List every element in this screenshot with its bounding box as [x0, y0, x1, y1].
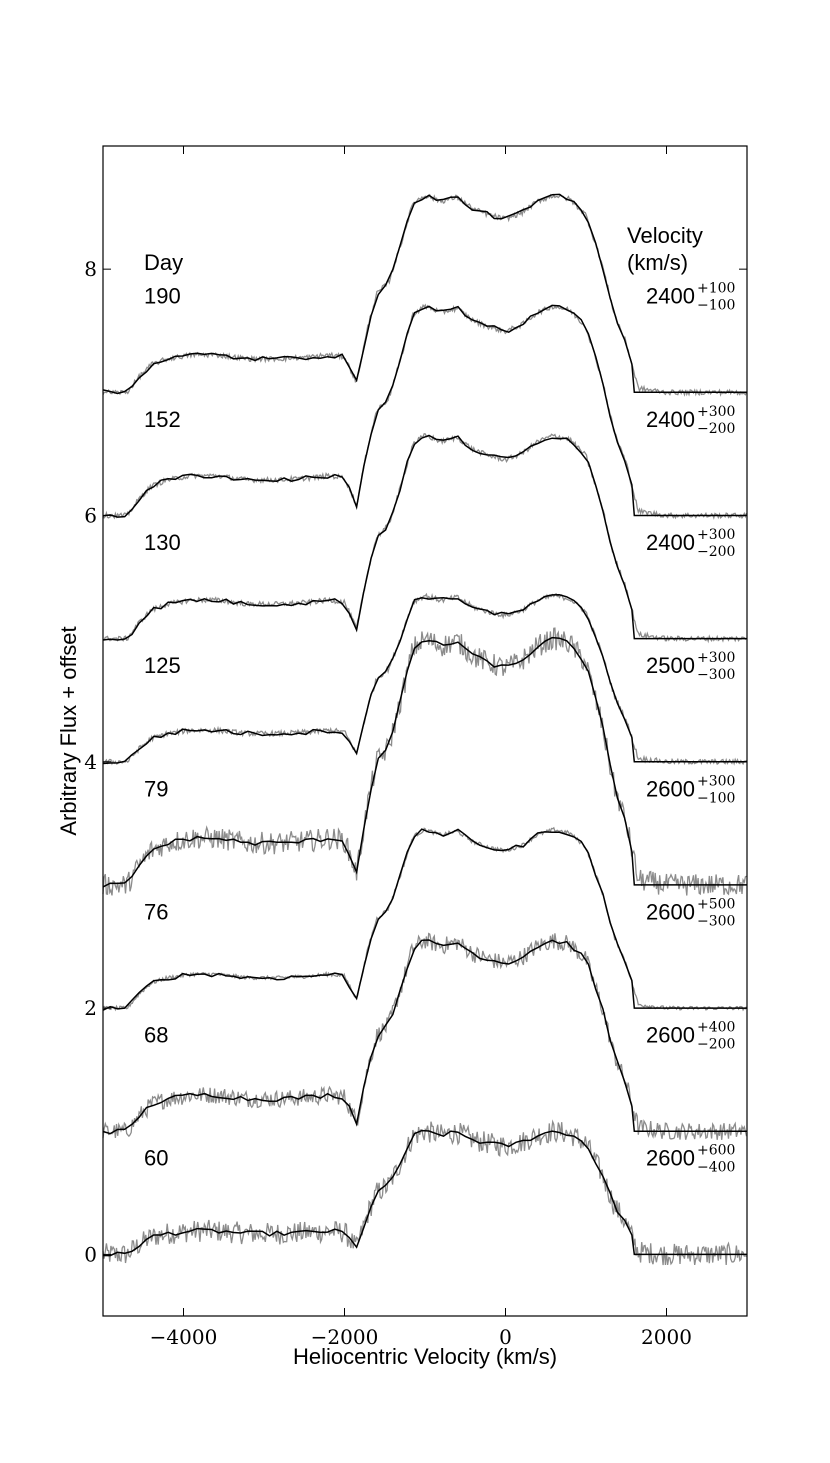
y-axis-title: Arbitrary Flux + offset — [56, 626, 81, 835]
observed-spectrum-day-152 — [102, 303, 748, 520]
velocity-err-up-day-130: +300 — [697, 527, 735, 543]
velocity-err-down-day-152: −200 — [697, 421, 735, 437]
series-day-76 — [102, 826, 748, 1012]
observed-spectrum-day-125 — [102, 592, 747, 766]
day-header: Day — [144, 250, 183, 275]
velocity-err-down-day-79: −100 — [697, 790, 735, 806]
model-spectrum-day-76 — [102, 828, 747, 1011]
observed-spectrum-day-130 — [102, 432, 747, 644]
velocity-label-day-152: 2400 — [646, 407, 695, 432]
day-label-60: 60 — [144, 1146, 168, 1171]
velocity-label-day-60: 2600 — [646, 1146, 695, 1171]
model-spectrum-day-130 — [102, 434, 747, 641]
velocity-err-up-day-190: +100 — [697, 281, 735, 297]
observed-spectrum-day-60 — [102, 1119, 747, 1266]
x-tick-label: 0 — [499, 1325, 512, 1349]
velocity-err-up-day-125: +300 — [697, 650, 735, 666]
model-spectrum-day-79 — [102, 636, 747, 888]
x-tick-label: 2000 — [641, 1325, 692, 1349]
velocity-err-up-day-76: +500 — [697, 896, 735, 912]
velocity-err-up-day-152: +300 — [697, 404, 735, 420]
model-spectrum-day-190 — [102, 193, 747, 395]
day-label-79: 79 — [144, 776, 168, 801]
x-axis-title: Heliocentric Velocity (km/s) — [293, 1344, 557, 1369]
model-spectrum-day-152 — [102, 304, 747, 518]
x-tick-label: −4000 — [150, 1325, 218, 1349]
velocity-header-line1: Velocity — [627, 223, 703, 248]
plot-frame — [102, 145, 748, 1317]
model-spectrum-day-60 — [102, 1129, 747, 1257]
series-layer — [102, 193, 748, 1266]
observed-spectrum-day-68 — [102, 932, 748, 1140]
velocity-label-day-130: 2400 — [646, 530, 695, 555]
series-day-60 — [102, 1119, 747, 1266]
velocity-label-day-190: 2400 — [646, 284, 695, 309]
velocity-err-up-day-68: +400 — [697, 1020, 735, 1036]
y-tick-label: 2 — [84, 996, 97, 1020]
velocity-err-up-day-79: +300 — [697, 773, 735, 789]
series-day-130 — [102, 432, 747, 644]
series-day-190 — [102, 193, 748, 397]
velocity-err-down-day-76: −300 — [697, 913, 735, 929]
velocity-err-down-day-68: −200 — [697, 1037, 735, 1053]
velocity-label-day-125: 2500 — [646, 653, 695, 678]
day-label-68: 68 — [144, 1023, 168, 1048]
y-tick-label: 0 — [84, 1242, 97, 1266]
model-spectrum-day-125 — [102, 594, 747, 765]
day-label-152: 152 — [144, 407, 181, 432]
velocity-label-day-68: 2600 — [646, 1023, 695, 1048]
day-label-130: 130 — [144, 530, 181, 555]
day-label-125: 125 — [144, 653, 181, 678]
velocity-err-down-day-60: −400 — [697, 1160, 735, 1176]
series-day-79 — [102, 627, 747, 896]
x-tick-label: −2000 — [311, 1325, 379, 1349]
velocity-header-line2: (km/s) — [627, 250, 688, 275]
velocity-err-down-day-190: −100 — [697, 298, 735, 314]
observed-spectrum-day-79 — [102, 627, 747, 896]
velocity-label-day-79: 2600 — [646, 776, 695, 801]
series-day-125 — [102, 592, 747, 766]
series-day-152 — [102, 303, 748, 520]
y-tick-label: 6 — [84, 503, 97, 527]
velocity-err-down-day-130: −200 — [697, 544, 735, 560]
velocity-err-down-day-125: −300 — [697, 667, 735, 683]
velocity-err-up-day-60: +600 — [697, 1143, 735, 1159]
day-label-190: 190 — [144, 284, 181, 309]
y-tick-label: 8 — [84, 257, 97, 281]
series-day-68 — [102, 932, 748, 1140]
velocity-label-day-76: 2600 — [646, 899, 695, 924]
model-spectrum-day-68 — [102, 939, 747, 1135]
day-label-76: 76 — [144, 899, 168, 924]
y-tick-label: 4 — [84, 750, 97, 774]
